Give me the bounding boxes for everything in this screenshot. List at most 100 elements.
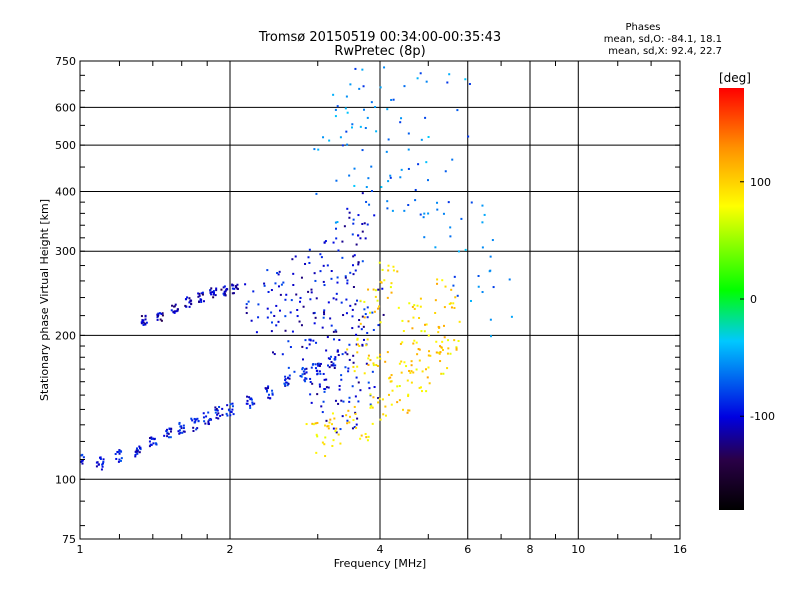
echo-point [351, 308, 354, 311]
echo-point [392, 265, 395, 268]
echo-point [318, 363, 321, 366]
echo-point [407, 132, 410, 135]
echo-point [135, 447, 138, 450]
echo-point [417, 348, 420, 351]
echo-point [492, 286, 495, 289]
echo-point [229, 414, 232, 417]
echo-point [326, 264, 329, 267]
echo-point [436, 201, 439, 204]
echo-point [420, 330, 423, 333]
echo-point [406, 411, 409, 414]
echo-point [427, 366, 430, 369]
echo-point [386, 108, 389, 111]
echo-point [362, 85, 365, 88]
echo-point [389, 174, 392, 177]
echo-point [286, 384, 289, 387]
echo-point [310, 401, 313, 404]
echo-point [101, 462, 104, 465]
echo-point [370, 190, 373, 193]
echo-point [450, 306, 453, 309]
echo-point [305, 367, 308, 370]
echo-point [266, 307, 269, 310]
echo-point [435, 340, 438, 343]
echo-point [407, 409, 410, 412]
echo-point [330, 277, 333, 280]
echo-point [170, 427, 173, 430]
echo-point [408, 409, 411, 412]
echo-point [332, 93, 335, 96]
echo-point [311, 422, 314, 425]
echo-point [200, 300, 203, 303]
echo-point [387, 393, 390, 396]
echo-point [226, 414, 229, 417]
echo-point [333, 367, 336, 370]
echo-point [362, 338, 365, 341]
echo-point [456, 109, 459, 112]
x-tick-labels: 1 2 4 6 8 10 16 [77, 543, 688, 556]
echo-point [352, 222, 355, 225]
echo-point [148, 445, 151, 448]
echo-point [447, 347, 450, 350]
echo-point [396, 401, 399, 404]
echo-point [214, 411, 217, 414]
echo-point [340, 378, 343, 381]
echo-point [315, 192, 318, 195]
echo-point [313, 272, 316, 275]
echo-point [283, 383, 286, 386]
echo-point [447, 201, 450, 204]
echo-point [359, 322, 362, 325]
echo-point [300, 375, 303, 378]
echo-point [330, 361, 333, 364]
echo-point [308, 338, 311, 341]
echo-point [335, 179, 338, 182]
echo-point [364, 127, 367, 130]
echo-point [449, 352, 452, 355]
echo-point [140, 321, 143, 324]
echo-point [361, 192, 364, 195]
echo-point [455, 347, 458, 350]
echo-point [81, 453, 84, 456]
echo-point [467, 135, 470, 138]
echo-point [330, 324, 333, 327]
echo-point [367, 357, 370, 360]
echo-point [419, 297, 422, 300]
echo-point [192, 429, 195, 432]
echo-point [353, 167, 356, 170]
echo-point [425, 80, 428, 83]
echo-point [139, 448, 142, 451]
echo-point [386, 207, 389, 210]
echo-point [437, 351, 440, 354]
echo-point [341, 353, 344, 356]
echo-point [361, 222, 364, 225]
echo-point [334, 399, 337, 402]
chart-subtitle: RwPretec (8p) [334, 44, 425, 59]
echo-point [159, 318, 162, 321]
echo-point [391, 389, 394, 392]
echo-point [352, 286, 355, 289]
echo-point [340, 301, 343, 304]
echo-point [301, 345, 304, 348]
colorbar-ticks: 100 0 -100 [740, 176, 775, 423]
echo-point [223, 294, 226, 297]
echo-point [207, 420, 210, 423]
x-tick-label: 16 [673, 543, 687, 556]
echo-point [446, 352, 449, 355]
echo-point [312, 423, 315, 426]
colorbar-tick-label: -100 [750, 410, 775, 423]
echo-point [323, 313, 326, 316]
echo-point [325, 386, 328, 389]
echo-point [464, 248, 467, 251]
echo-point [387, 264, 390, 267]
echo-point [152, 437, 155, 440]
echo-point [369, 359, 372, 362]
echo-point [138, 445, 141, 448]
echo-point [212, 290, 215, 293]
echo-point [299, 296, 302, 299]
y-tick-label: 200 [55, 329, 76, 342]
echo-point [386, 296, 389, 299]
echo-point [134, 454, 137, 457]
echo-point [398, 362, 401, 365]
echo-point [316, 435, 319, 438]
echo-point [411, 327, 414, 330]
echo-point [300, 324, 303, 327]
